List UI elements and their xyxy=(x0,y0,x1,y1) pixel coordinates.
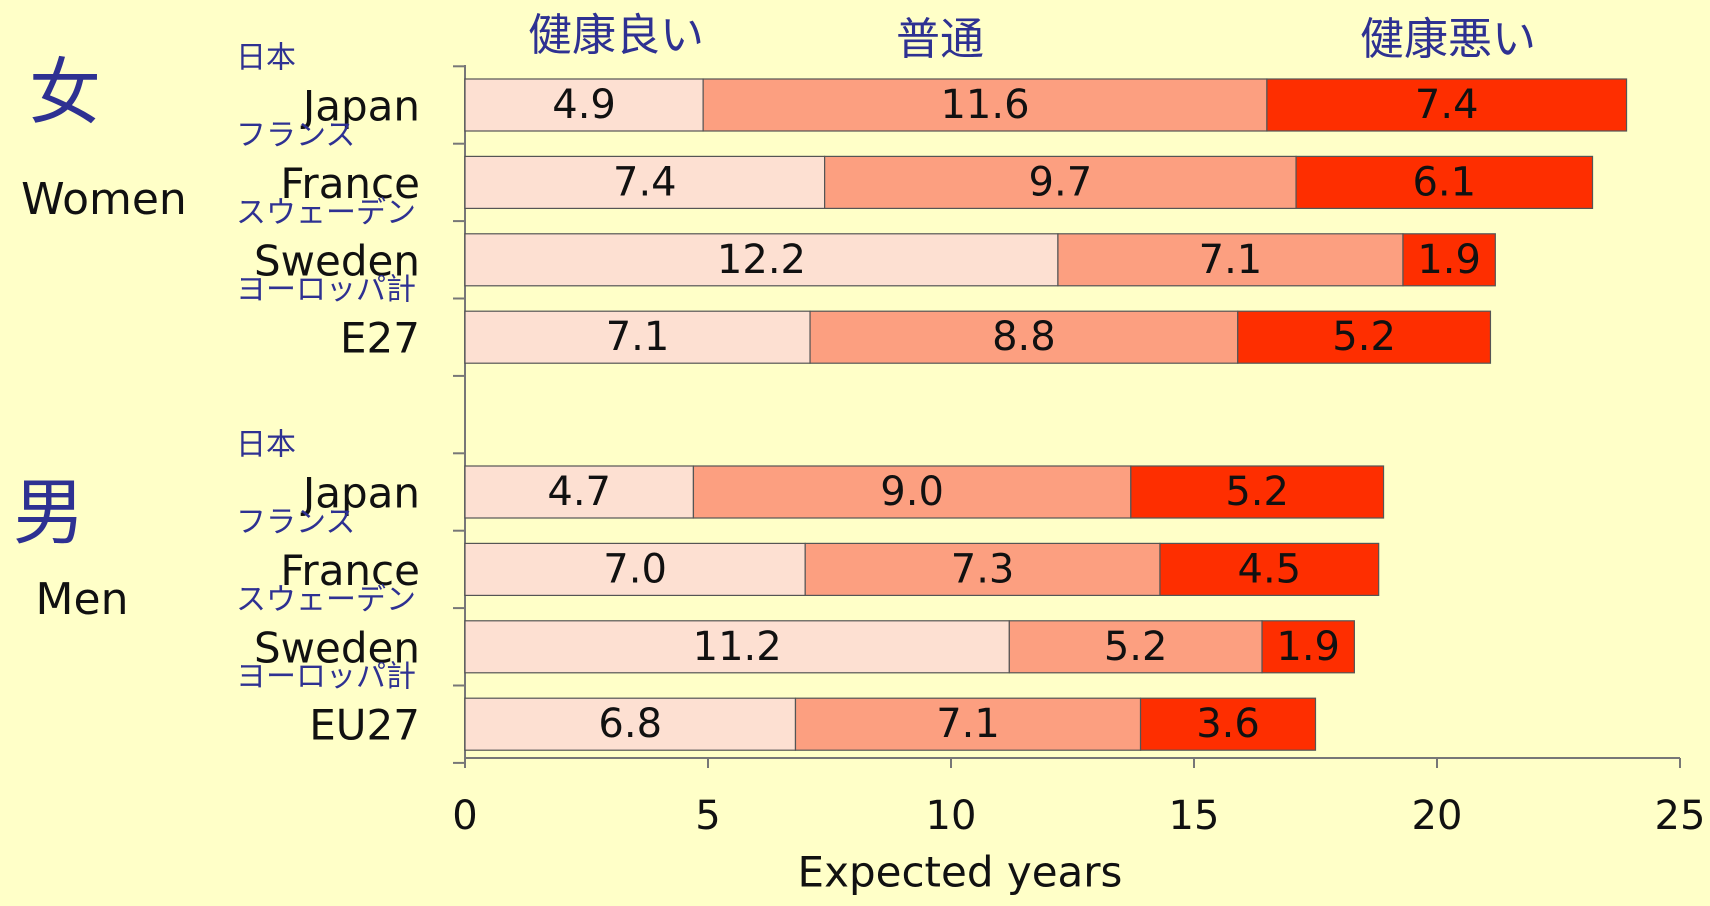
value-label: 1.9 xyxy=(1276,624,1340,670)
bar-segment xyxy=(464,155,826,209)
value-label: 3.6 xyxy=(1196,701,1260,747)
value-label: 11.6 xyxy=(940,82,1029,128)
bar-segment xyxy=(1237,310,1492,364)
bar-segment xyxy=(824,155,1297,209)
bar-segment xyxy=(1139,697,1317,751)
y-tick-label: Japan xyxy=(300,82,420,131)
value-label: 11.2 xyxy=(693,624,782,670)
value-label: 6.1 xyxy=(1412,159,1476,205)
bar-segment xyxy=(1057,233,1404,287)
bar-segment xyxy=(1261,620,1355,674)
value-label: 6.8 xyxy=(598,701,662,747)
bar-segment xyxy=(464,542,806,597)
value-label: 9.0 xyxy=(880,469,944,515)
group-label-ja: 女 xyxy=(29,51,101,135)
x-tick-label: 5 xyxy=(695,793,720,839)
value-label: 7.4 xyxy=(613,159,677,205)
value-label: 4.5 xyxy=(1238,546,1302,592)
y-tick-label-ja: フランス xyxy=(236,505,355,540)
y-tick-label: E27 xyxy=(340,314,420,363)
bar-segment xyxy=(1130,465,1385,519)
value-label: 5.2 xyxy=(1332,314,1396,360)
bar-segment xyxy=(692,465,1132,519)
group-label: Men xyxy=(36,574,129,625)
series-header: 普通 xyxy=(896,14,984,65)
y-tick-label: Japan xyxy=(300,469,420,518)
y-tick-label: France xyxy=(280,159,420,208)
value-label: 12.2 xyxy=(717,237,806,283)
x-tick-label: 15 xyxy=(1169,793,1220,839)
x-tick-label: 10 xyxy=(926,793,977,839)
bar-segment xyxy=(1266,78,1628,132)
value-label: 7.1 xyxy=(936,701,1000,747)
x-tick-label: 0 xyxy=(452,793,477,839)
value-label: 7.4 xyxy=(1415,82,1479,128)
y-tick-label-ja: スウェーデン xyxy=(236,195,416,230)
value-label: 7.1 xyxy=(606,314,670,360)
bar-segment xyxy=(1159,542,1380,597)
bar-segment xyxy=(804,542,1161,597)
value-label: 7.0 xyxy=(603,546,667,592)
x-tick-label: 25 xyxy=(1655,793,1706,839)
group-label: Women xyxy=(21,174,187,225)
bar-segment xyxy=(794,697,1142,751)
series-header: 健康良い xyxy=(528,10,704,61)
value-label: 5.2 xyxy=(1225,469,1289,515)
y-tick-label-ja: フランス xyxy=(236,118,355,153)
value-label: 7.3 xyxy=(951,546,1015,592)
value-label: 5.2 xyxy=(1104,624,1168,670)
y-tick-label: EU27 xyxy=(309,701,420,750)
y-tick-label-ja: ヨーロッパ計 xyxy=(236,273,416,308)
bar-segment xyxy=(464,620,1010,674)
y-tick-label-ja: 日本 xyxy=(236,428,296,463)
value-label: 7.1 xyxy=(1199,237,1263,283)
value-label: 4.9 xyxy=(552,82,616,128)
y-tick-label-ja: ヨーロッパ計 xyxy=(236,660,416,695)
bar-segment xyxy=(1008,620,1263,674)
y-tick-label: Sweden xyxy=(254,236,420,285)
x-axis-label: Expected years xyxy=(798,848,1123,897)
bar-segment xyxy=(464,310,811,364)
value-label: 4.7 xyxy=(547,469,611,515)
y-tick-label: France xyxy=(280,546,420,595)
series-header: 健康悪い xyxy=(1360,14,1536,65)
value-label: 1.9 xyxy=(1417,237,1481,283)
y-tick-label: Sweden xyxy=(254,623,420,672)
bar-segment xyxy=(1402,233,1496,287)
bar-segment xyxy=(464,465,695,519)
x-tick-label: 20 xyxy=(1412,793,1463,839)
value-label: 8.8 xyxy=(992,314,1056,360)
bar-segment xyxy=(464,233,1059,287)
y-tick-label-ja: 日本 xyxy=(236,41,296,76)
bar-segment xyxy=(809,310,1239,364)
value-label: 9.7 xyxy=(1029,159,1093,205)
y-tick-label-ja: スウェーデン xyxy=(236,582,416,617)
group-label-ja: 男 xyxy=(13,471,85,555)
bar-segment xyxy=(464,78,704,132)
bar-segment xyxy=(1295,155,1594,209)
